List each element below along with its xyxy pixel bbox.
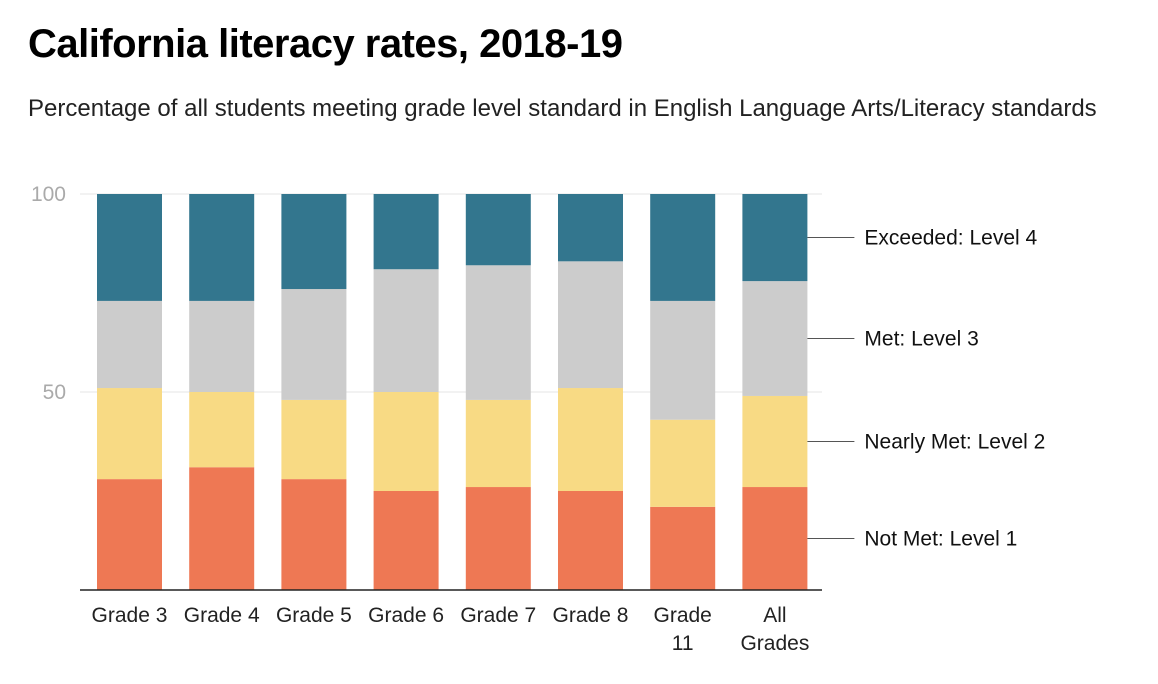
bar-segment [465, 265, 531, 400]
bar-segment [97, 479, 162, 590]
bar-segment [189, 194, 255, 301]
x-category-label: Grade 8 [553, 604, 629, 627]
y-tick-label: 100 [31, 183, 66, 206]
bar-segment [650, 506, 716, 590]
bar-segment [97, 194, 162, 301]
y-tick-label: 50 [43, 381, 66, 404]
bar-segment [189, 467, 255, 590]
bar-segment [558, 388, 623, 491]
bar-segment [281, 289, 347, 400]
bar-segment [742, 194, 808, 282]
x-category-label: Grade 4 [184, 604, 260, 627]
bar-segment [742, 487, 808, 590]
x-category-label: Grade 7 [460, 604, 536, 627]
legend-label: Met: Level 3 [864, 328, 978, 351]
bar-segment [558, 194, 623, 262]
x-category-label: Grade 6 [368, 604, 444, 627]
bar-segment [465, 487, 531, 590]
bar-segment [742, 395, 808, 488]
bar-segment [373, 491, 439, 590]
bar-segment [742, 281, 808, 396]
bar-segment [373, 194, 439, 270]
x-category-label: All Grades [740, 604, 809, 655]
bar-segment [558, 261, 623, 389]
bar-segment [97, 388, 162, 480]
legend-label: Nearly Met: Level 2 [864, 431, 1045, 454]
bar-segment [97, 300, 162, 389]
bar-segment [465, 399, 531, 488]
bar-segment [373, 269, 439, 392]
bar-segment [189, 392, 255, 468]
bar-segment [189, 300, 255, 392]
x-category-label: Grade 11 [654, 604, 712, 655]
chart-subtitle: Percentage of all students meeting grade… [28, 95, 1097, 122]
bar-segment [373, 392, 439, 491]
x-category-label: Grade 5 [276, 604, 352, 627]
bar-segment [558, 491, 623, 590]
bar-segment [650, 419, 716, 507]
bar-segment [465, 194, 531, 266]
bar-segment [281, 479, 347, 590]
legend-label: Exceeded: Level 4 [864, 227, 1037, 250]
bar-segment [281, 399, 347, 480]
legend-label: Not Met: Level 1 [864, 528, 1017, 551]
x-category-label: Grade 3 [92, 604, 168, 627]
bar-segment [650, 194, 716, 301]
bar-segment [650, 300, 716, 420]
chart-title: California literacy rates, 2018-19 [28, 22, 623, 66]
bar-segment [281, 194, 347, 290]
